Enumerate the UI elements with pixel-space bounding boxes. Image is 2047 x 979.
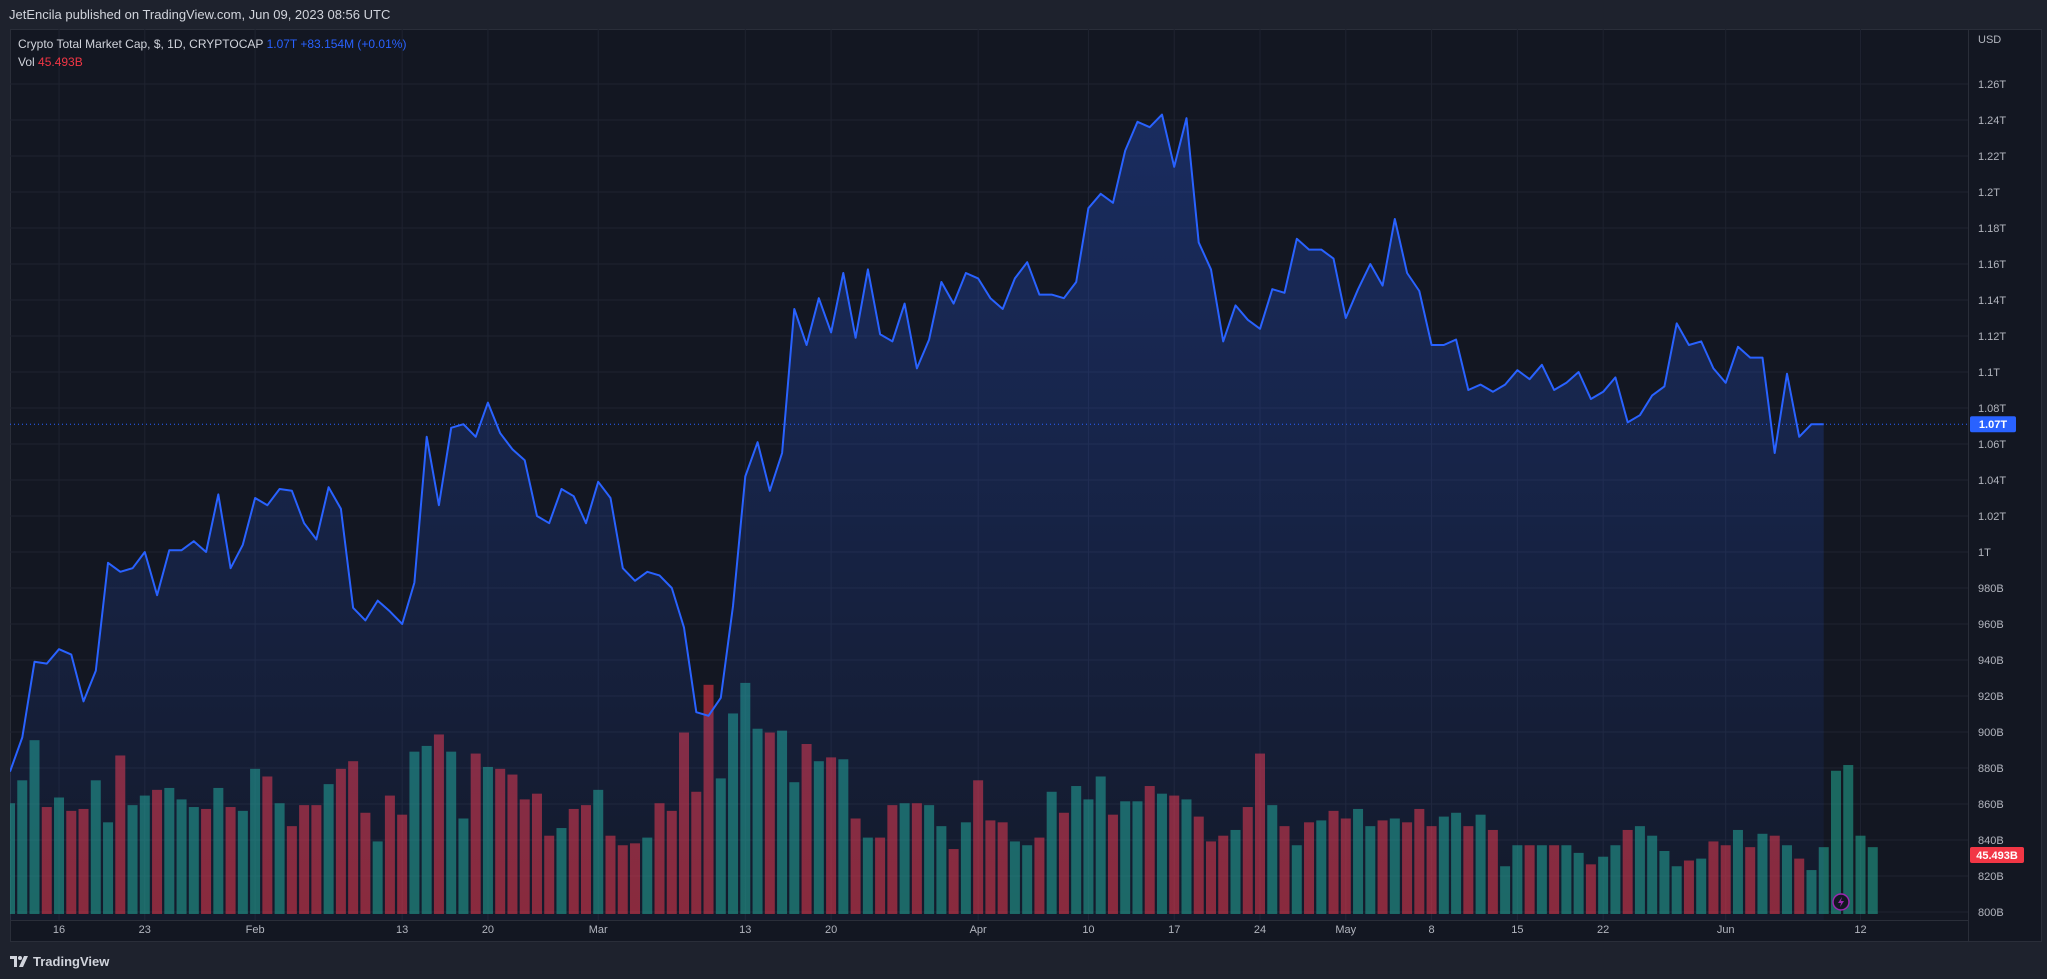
last-volume-badge (1970, 847, 2024, 863)
y-tick-label: 800B (1978, 907, 2004, 919)
price-line[interactable] (10, 113, 1824, 772)
y-tick-label: 1.02T (1978, 511, 2006, 523)
chart-legend: Crypto Total Market Cap, $, 1D, CRYPTOCA… (18, 35, 406, 71)
y-tick-label: 1.06T (1978, 439, 2006, 451)
currency-label: USD (1978, 34, 2001, 46)
footer-bar (0, 943, 2047, 979)
last-price-badge-label: 1.07T (1979, 419, 2007, 431)
x-tick-label: May (1335, 924, 1356, 936)
x-tick-label: Jun (1717, 924, 1735, 936)
x-tick-label: 24 (1254, 924, 1266, 936)
x-tick-label: 15 (1511, 924, 1523, 936)
tradingview-logo-icon (10, 955, 28, 967)
y-tick-label: 960B (1978, 619, 2004, 631)
x-tick-label: 13 (739, 924, 751, 936)
volume-bar (1830, 770, 1841, 914)
volume-label: Vol (18, 55, 35, 69)
x-tick-label: 8 (1429, 924, 1435, 936)
y-tick-label: 920B (1978, 691, 2004, 703)
price-change-value: +83.154M (+0.01%) (300, 37, 407, 51)
x-tick-label: 22 (1597, 924, 1609, 936)
y-tick-label: 1.22T (1978, 151, 2006, 163)
x-tick-label: Feb (246, 924, 265, 936)
y-tick-label: 1.2T (1978, 187, 2000, 199)
main-series-legend[interactable]: Crypto Total Market Cap, $, 1D, CRYPTOCA… (18, 35, 406, 53)
y-tick-label: 900B (1978, 727, 2004, 739)
x-tick-label: 20 (482, 924, 494, 936)
x-tick-label: 20 (825, 924, 837, 936)
y-tick-label: 1.08T (1978, 403, 2006, 415)
lightning-glyph (1838, 897, 1844, 907)
y-tick-label: 1.04T (1978, 475, 2006, 487)
y-tick-label: 980B (1978, 583, 2004, 595)
last-price-badge (1970, 416, 2016, 433)
y-tick-label: 1.1T (1978, 367, 2000, 379)
y-tick-label: 820B (1978, 871, 2004, 883)
y-tick-label: 860B (1978, 799, 2004, 811)
volume-bar (1855, 835, 1866, 914)
y-tick-label: 880B (1978, 763, 2004, 775)
volume-bar (1867, 847, 1878, 914)
volume-bar (1818, 847, 1829, 914)
symbol-description: Crypto Total Market Cap, $, 1D, CRYPTOCA… (18, 37, 264, 51)
price-area-fill (10, 114, 1824, 921)
tradingview-logo[interactable]: TradingView (10, 954, 109, 969)
y-tick-label: 1.12T (1978, 331, 2006, 343)
publisher-text: JetEncila published on TradingView.com, … (9, 7, 391, 22)
last-volume-badge-label: 45.493B (1976, 850, 2018, 862)
y-tick-label: 1T (1978, 547, 1991, 559)
y-tick-label: 1.18T (1978, 223, 2006, 235)
last-price-value: 1.07T (266, 37, 298, 51)
x-tick-label: 12 (1854, 924, 1866, 936)
publish-header: JetEncila published on TradingView.com, … (0, 0, 2047, 28)
tradingview-brand: TradingView (33, 954, 110, 969)
y-tick-label: 940B (1978, 655, 2004, 667)
y-tick-label: 1.24T (1978, 115, 2006, 127)
volume-bar (1843, 765, 1854, 914)
volume-legend[interactable]: Vol 45.493B (18, 53, 406, 71)
y-tick-label: 840B (1978, 835, 2004, 847)
x-tick-label: 16 (53, 924, 65, 936)
y-tick-label: 1.14T (1978, 295, 2006, 307)
y-tick-label: 1.26T (1978, 79, 2006, 91)
price-chart[interactable]: 1.26T 1.24T 1.22T 1.2T 1.18T 1.16T 1.14T 1.12T 1… (10, 29, 2042, 942)
x-tick-label: 17 (1168, 924, 1180, 936)
x-tick-label: 10 (1082, 924, 1094, 936)
x-tick-label: 23 (139, 924, 151, 936)
x-tick-label: 13 (396, 924, 408, 936)
x-tick-label: Apr (970, 924, 987, 936)
x-tick-label: Mar (589, 924, 608, 936)
y-tick-label: 1.16T (1978, 259, 2006, 271)
volume-value: 45.493B (38, 55, 83, 69)
